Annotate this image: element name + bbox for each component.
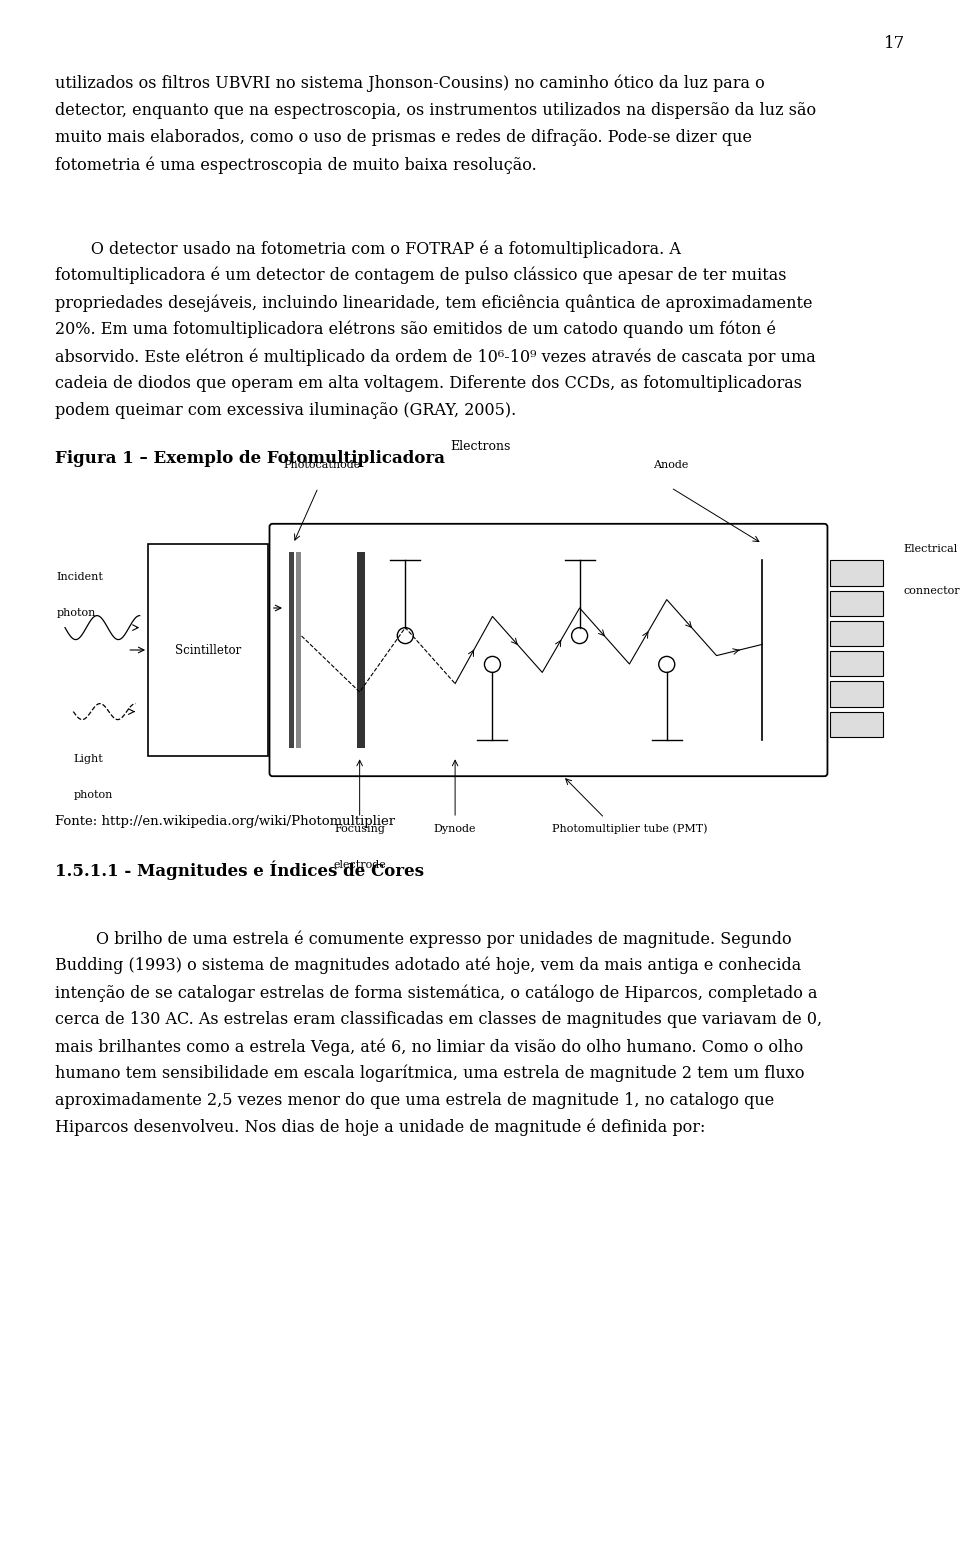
Text: fotometria é uma espectroscopia de muito baixa resolução.: fotometria é uma espectroscopia de muito… bbox=[55, 156, 537, 173]
Text: Incident: Incident bbox=[57, 571, 104, 582]
Text: 20%. Em uma fotomultiplicadora elétrons são emitidos de um catodo quando um fóto: 20%. Em uma fotomultiplicadora elétrons … bbox=[55, 320, 776, 339]
Text: Photocathode: Photocathode bbox=[283, 459, 361, 470]
Bar bbox=[289, 552, 294, 749]
Text: O detector usado na fotometria com o FOTRAP é a fotomultiplicadora. A: O detector usado na fotometria com o FOT… bbox=[55, 240, 681, 257]
Text: Electrons: Electrons bbox=[450, 439, 510, 453]
Bar bbox=[148, 543, 269, 756]
Text: absorvido. Este elétron é multiplicado da ordem de 10⁶-10⁹ vezes através de casc: absorvido. Este elétron é multiplicado d… bbox=[55, 348, 816, 365]
Text: intenção de se catalogar estrelas de forma sistemática, o catálogo de Hiparcos, : intenção de se catalogar estrelas de for… bbox=[55, 984, 818, 1001]
Text: podem queimar com excessiva iluminação (GRAY, 2005).: podem queimar com excessiva iluminação (… bbox=[55, 402, 516, 419]
Text: Anode: Anode bbox=[653, 459, 688, 470]
Text: mais brilhantes como a estrela Vega, até 6, no limiar da visão do olho humano. C: mais brilhantes como a estrela Vega, até… bbox=[55, 1038, 804, 1055]
Bar bbox=[830, 591, 882, 616]
Text: aproximadamente 2,5 vezes menor do que uma estrela de magnitude 1, no catalogo q: aproximadamente 2,5 vezes menor do que u… bbox=[55, 1092, 775, 1109]
Text: 1.5.1.1 - Magnitudes e Índices de Cores: 1.5.1.1 - Magnitudes e Índices de Cores bbox=[55, 860, 424, 880]
Text: cadeia de diodos que operam em alta voltagem. Diferente dos CCDs, as fotomultipl: cadeia de diodos que operam em alta volt… bbox=[55, 374, 802, 391]
FancyBboxPatch shape bbox=[270, 524, 828, 777]
Bar bbox=[296, 552, 301, 749]
Bar bbox=[830, 560, 882, 586]
Text: Figura 1 – Exemplo de Fotomultiplicadora: Figura 1 – Exemplo de Fotomultiplicadora bbox=[55, 450, 445, 467]
Text: Fonte: http://en.wikipedia.org/wiki/Photomultiplier: Fonte: http://en.wikipedia.org/wiki/Phot… bbox=[55, 815, 396, 828]
Bar bbox=[830, 651, 882, 676]
Text: utilizados os filtros UBVRI no sistema Jhonson-Cousins) no caminho ótico da luz : utilizados os filtros UBVRI no sistema J… bbox=[55, 74, 765, 93]
Bar bbox=[830, 712, 882, 736]
Text: Photomultiplier tube (PMT): Photomultiplier tube (PMT) bbox=[552, 823, 708, 834]
Text: 17: 17 bbox=[884, 36, 905, 53]
Text: humano tem sensibilidade em escala logarítmica, uma estrela de magnitude 2 tem u: humano tem sensibilidade em escala logar… bbox=[55, 1064, 804, 1083]
Text: Light: Light bbox=[73, 753, 103, 764]
Text: Electrical: Electrical bbox=[903, 543, 957, 554]
Text: electrode: electrode bbox=[333, 860, 386, 869]
Text: photon: photon bbox=[57, 608, 96, 617]
Text: photon: photon bbox=[73, 791, 112, 800]
Text: detector, enquanto que na espectroscopia, os instrumentos utilizados na dispersã: detector, enquanto que na espectroscopia… bbox=[55, 102, 816, 119]
Text: connectors: connectors bbox=[903, 586, 960, 596]
Text: Scintilletor: Scintilletor bbox=[175, 644, 241, 656]
Text: O brilho de uma estrela é comumente expresso por unidades de magnitude. Segundo: O brilho de uma estrela é comumente expr… bbox=[55, 930, 792, 947]
Text: Hiparcos desenvolveu. Nos dias de hoje a unidade de magnitude é definida por:: Hiparcos desenvolveu. Nos dias de hoje a… bbox=[55, 1118, 706, 1137]
Text: Focusing: Focusing bbox=[334, 823, 385, 834]
Text: propriedades desejáveis, incluindo linearidade, tem eficiência quântica de aprox: propriedades desejáveis, incluindo linea… bbox=[55, 294, 812, 311]
Text: Dynode: Dynode bbox=[434, 823, 476, 834]
Text: muito mais elaborados, como o uso de prismas e redes de difração. Pode-se dizer : muito mais elaborados, como o uso de pri… bbox=[55, 128, 752, 145]
Bar bbox=[357, 552, 365, 749]
Bar bbox=[830, 681, 882, 707]
Text: cerca de 130 AC. As estrelas eram classificadas em classes de magnitudes que var: cerca de 130 AC. As estrelas eram classi… bbox=[55, 1012, 822, 1029]
Text: fotomultiplicadora é um detector de contagem de pulso clássico que apesar de ter: fotomultiplicadora é um detector de cont… bbox=[55, 268, 786, 285]
Text: Budding (1993) o sistema de magnitudes adotado até hoje, vem da mais antiga e co: Budding (1993) o sistema de magnitudes a… bbox=[55, 958, 802, 975]
Bar bbox=[830, 620, 882, 647]
